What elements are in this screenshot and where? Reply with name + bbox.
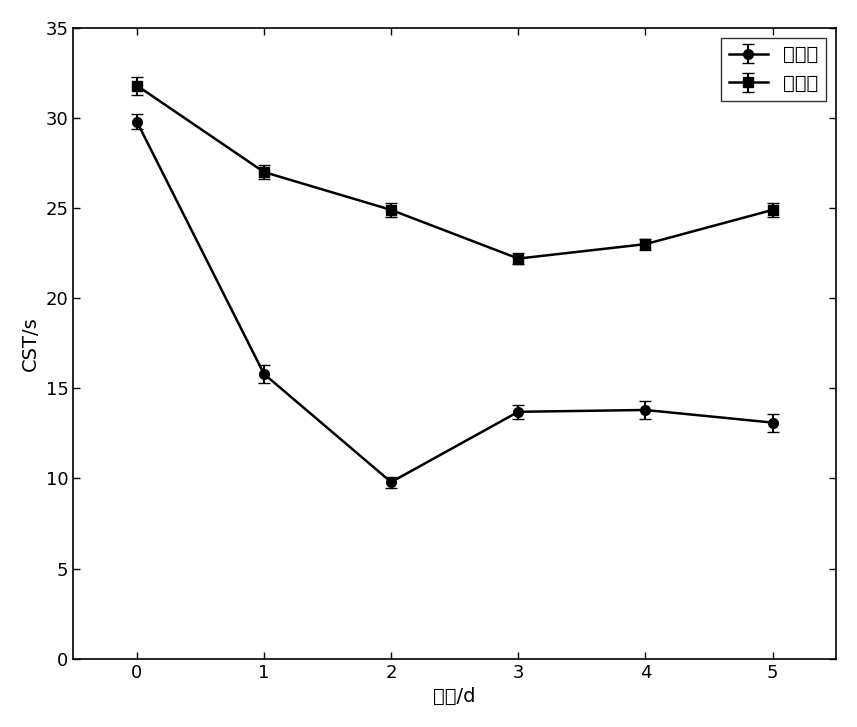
Y-axis label: CST/s: CST/s — [21, 316, 39, 371]
Legend: 加菌组, 对照组: 加菌组, 对照组 — [722, 38, 826, 101]
X-axis label: 时间/d: 时间/d — [434, 687, 476, 706]
